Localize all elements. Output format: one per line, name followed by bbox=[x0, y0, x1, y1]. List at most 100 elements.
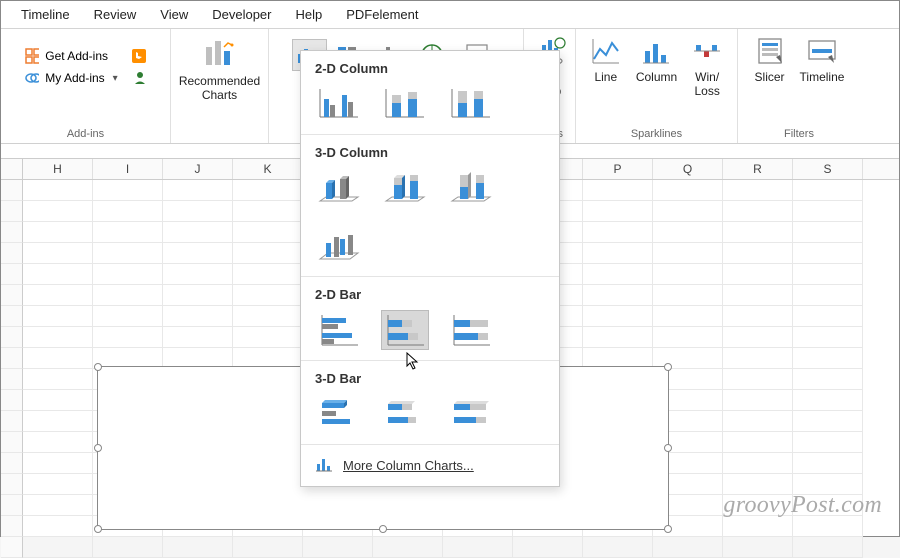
cell[interactable] bbox=[23, 516, 93, 537]
cell[interactable] bbox=[653, 201, 723, 222]
cell[interactable] bbox=[793, 516, 863, 537]
cell[interactable] bbox=[793, 180, 863, 201]
tab-pdfelement[interactable]: PDFelement bbox=[334, 7, 430, 22]
tab-view[interactable]: View bbox=[148, 7, 200, 22]
cell[interactable] bbox=[653, 306, 723, 327]
more-column-charts-button[interactable]: More Column Charts... bbox=[301, 445, 559, 486]
cell[interactable] bbox=[793, 285, 863, 306]
cell[interactable] bbox=[23, 453, 93, 474]
cell[interactable] bbox=[793, 243, 863, 264]
cell[interactable] bbox=[23, 432, 93, 453]
cell[interactable] bbox=[303, 537, 373, 558]
sparkline-column-button[interactable]: Column bbox=[632, 33, 681, 87]
cell[interactable] bbox=[653, 180, 723, 201]
cell[interactable] bbox=[23, 264, 93, 285]
cell[interactable] bbox=[723, 369, 793, 390]
column-header[interactable]: Q bbox=[653, 159, 723, 179]
cell[interactable] bbox=[653, 222, 723, 243]
cell[interactable] bbox=[793, 201, 863, 222]
cell[interactable] bbox=[793, 453, 863, 474]
cell[interactable] bbox=[723, 264, 793, 285]
slicer-button[interactable]: Slicer bbox=[750, 33, 790, 87]
cell[interactable] bbox=[793, 306, 863, 327]
cell[interactable] bbox=[23, 348, 93, 369]
cell[interactable] bbox=[723, 348, 793, 369]
cell[interactable] bbox=[93, 201, 163, 222]
cell[interactable] bbox=[93, 306, 163, 327]
cell[interactable] bbox=[793, 390, 863, 411]
chart-3d-stacked-column[interactable] bbox=[381, 168, 429, 208]
cell[interactable] bbox=[93, 243, 163, 264]
cell[interactable] bbox=[793, 432, 863, 453]
timeline-filter-button[interactable]: Timeline bbox=[796, 33, 849, 87]
cell[interactable] bbox=[23, 474, 93, 495]
cell[interactable] bbox=[233, 306, 303, 327]
column-header[interactable]: K bbox=[233, 159, 303, 179]
cell[interactable] bbox=[793, 327, 863, 348]
cell[interactable] bbox=[723, 306, 793, 327]
chart-3d-clustered-bar[interactable] bbox=[315, 394, 363, 434]
cell[interactable] bbox=[93, 285, 163, 306]
cell[interactable] bbox=[163, 327, 233, 348]
cell[interactable] bbox=[233, 537, 303, 558]
column-header[interactable]: J bbox=[163, 159, 233, 179]
cell[interactable] bbox=[23, 222, 93, 243]
chart-3d-column[interactable] bbox=[315, 226, 363, 266]
cell[interactable] bbox=[653, 537, 723, 558]
cell[interactable] bbox=[583, 537, 653, 558]
chart-3d-clustered-column[interactable] bbox=[315, 168, 363, 208]
cell[interactable] bbox=[583, 306, 653, 327]
cell[interactable] bbox=[653, 285, 723, 306]
cell[interactable] bbox=[93, 222, 163, 243]
chart-clustered-column[interactable] bbox=[315, 84, 363, 124]
sparkline-winloss-button[interactable]: Win/ Loss bbox=[687, 33, 727, 101]
cell[interactable] bbox=[793, 411, 863, 432]
cell[interactable] bbox=[163, 180, 233, 201]
cell[interactable] bbox=[793, 222, 863, 243]
cell[interactable] bbox=[93, 180, 163, 201]
tab-timeline[interactable]: Timeline bbox=[9, 7, 82, 22]
cell[interactable] bbox=[583, 327, 653, 348]
cell[interactable] bbox=[583, 180, 653, 201]
cell[interactable] bbox=[233, 327, 303, 348]
cell[interactable] bbox=[23, 201, 93, 222]
cell[interactable] bbox=[723, 201, 793, 222]
cell[interactable] bbox=[583, 243, 653, 264]
cell[interactable] bbox=[163, 306, 233, 327]
cell[interactable] bbox=[653, 243, 723, 264]
cell[interactable] bbox=[93, 327, 163, 348]
cell[interactable] bbox=[163, 222, 233, 243]
cell[interactable] bbox=[793, 264, 863, 285]
chart-3d-100pct-stacked-column[interactable] bbox=[447, 168, 495, 208]
chart-100pct-stacked-column[interactable] bbox=[447, 84, 495, 124]
cell[interactable] bbox=[163, 264, 233, 285]
my-addins-button[interactable]: My Add-ins ▾ bbox=[21, 69, 121, 87]
tab-review[interactable]: Review bbox=[82, 7, 149, 22]
column-header[interactable]: H bbox=[23, 159, 93, 179]
cell[interactable] bbox=[23, 306, 93, 327]
chart-stacked-bar[interactable] bbox=[381, 310, 429, 350]
cell[interactable] bbox=[23, 327, 93, 348]
people-graph-button[interactable] bbox=[128, 69, 150, 87]
cell[interactable] bbox=[723, 432, 793, 453]
cell[interactable] bbox=[233, 180, 303, 201]
cell[interactable] bbox=[793, 348, 863, 369]
cell[interactable] bbox=[23, 390, 93, 411]
cell[interactable] bbox=[443, 537, 513, 558]
cell[interactable] bbox=[23, 285, 93, 306]
cell[interactable] bbox=[233, 201, 303, 222]
cell[interactable] bbox=[233, 285, 303, 306]
cell[interactable] bbox=[163, 201, 233, 222]
tab-developer[interactable]: Developer bbox=[200, 7, 283, 22]
cell[interactable] bbox=[373, 537, 443, 558]
cell[interactable] bbox=[93, 537, 163, 558]
cell[interactable] bbox=[23, 537, 93, 558]
cell[interactable] bbox=[723, 222, 793, 243]
cell[interactable] bbox=[163, 243, 233, 264]
cell[interactable] bbox=[723, 453, 793, 474]
cell[interactable] bbox=[723, 537, 793, 558]
tab-help[interactable]: Help bbox=[284, 7, 335, 22]
cell[interactable] bbox=[723, 516, 793, 537]
cell[interactable] bbox=[163, 285, 233, 306]
cell[interactable] bbox=[583, 201, 653, 222]
